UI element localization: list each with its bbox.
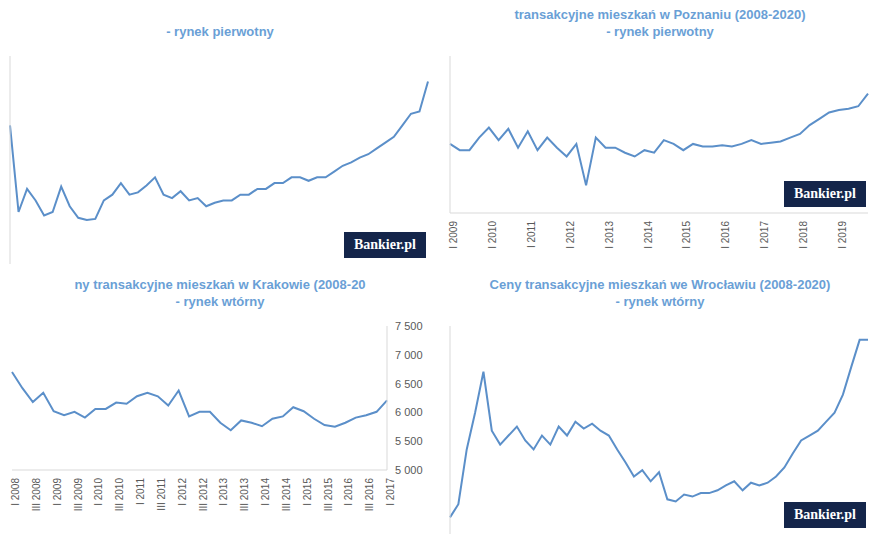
svg-text:7 500: 7 500 [395,320,423,332]
svg-text:I 2014: I 2014 [643,221,654,249]
svg-text:I 2008: I 2008 [10,478,21,506]
html-text:- rynek pierwotny: - rynek pierwotny [166,24,274,39]
svg-text:I 2011: I 2011 [526,221,537,248]
svg-text:I 2018: I 2018 [798,221,809,249]
svg-text:III 2016: III 2016 [364,478,375,512]
svg-text:I 2019: I 2019 [837,221,848,249]
html-text:- rynek wtórny: - rynek wtórny [615,294,705,309]
svg-text:I 2010: I 2010 [93,478,104,506]
svg-text:III 2011: III 2011 [156,478,167,511]
svg-text:I 2014: I 2014 [260,478,271,506]
svg-text:I 2015: I 2015 [302,478,313,506]
svg-text:I 2017: I 2017 [759,221,770,249]
html-text:Bankier.pl: Bankier.pl [353,237,416,252]
svg-text:6 500: 6 500 [395,378,423,390]
svg-text:I 2013: I 2013 [604,221,615,249]
html-text:ny transakcyjne mieszkań w Kra: ny transakcyjne mieszkań w Krakowie (200… [74,277,366,292]
svg-text:III 2009: III 2009 [73,478,84,512]
html-text:Ceny transakcyjne mieszkań we: Ceny transakcyjne mieszkań we Wrocławiu … [489,277,831,292]
html-text:Bankier.pl: Bankier.pl [793,507,856,522]
html-text:- rynek pierwotny: - rynek pierwotny [606,24,714,39]
svg-text:I 2013: I 2013 [218,478,229,506]
svg-text:I 2009: I 2009 [448,221,459,249]
svg-text:I 2017: I 2017 [385,478,396,506]
svg-text:III 2013: III 2013 [239,478,250,512]
svg-text:I 2012: I 2012 [177,478,188,506]
svg-text:5 000: 5 000 [395,464,423,476]
html-text:transakcyjne mieszkań w Poznan: transakcyjne mieszkań w Poznaniu (2008-2… [514,7,806,22]
svg-text:I 2010: I 2010 [487,221,498,249]
svg-text:III 2010: III 2010 [114,478,125,512]
svg-text:III 2008: III 2008 [31,478,42,512]
svg-text:I 2012: I 2012 [565,221,576,249]
svg-text:III 2015: III 2015 [323,478,334,512]
html-text:Bankier.pl: Bankier.pl [793,186,856,201]
svg-text:I 2016: I 2016 [343,478,354,506]
svg-text:7 000: 7 000 [395,349,423,361]
svg-text:I 2015: I 2015 [681,221,692,249]
svg-text:III 2012: III 2012 [198,478,209,512]
svg-text:III 2014: III 2014 [281,478,292,512]
html-text:- rynek wtórny: - rynek wtórny [175,294,265,309]
svg-text:I 2011: I 2011 [135,478,146,505]
svg-text:5 500: 5 500 [395,435,423,447]
svg-text:I 2009: I 2009 [52,478,63,506]
svg-text:I 2016: I 2016 [720,221,731,249]
svg-text:6 000: 6 000 [395,406,423,418]
